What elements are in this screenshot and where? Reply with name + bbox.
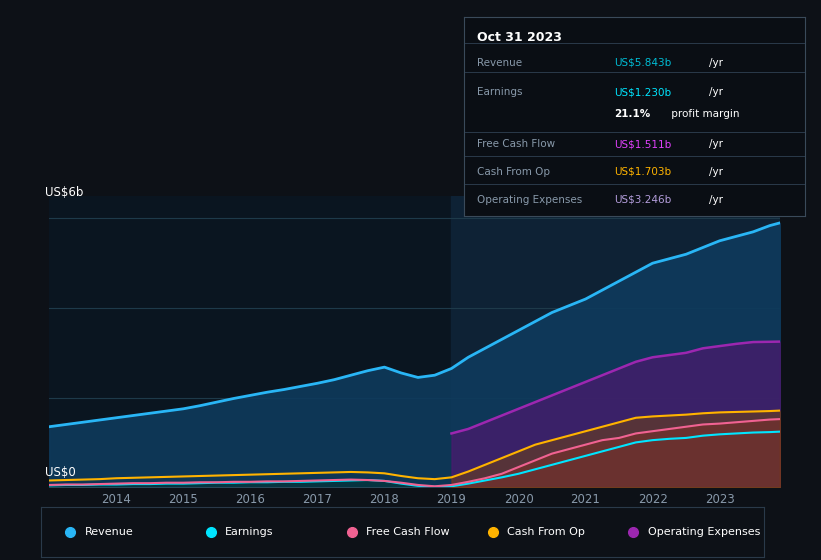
Text: Cash From Op: Cash From Op: [478, 167, 551, 177]
Text: Operating Expenses: Operating Expenses: [648, 527, 760, 537]
Text: Cash From Op: Cash From Op: [507, 527, 585, 537]
Text: US$1.230b: US$1.230b: [614, 87, 671, 97]
Text: 21.1%: 21.1%: [614, 109, 650, 119]
Text: Revenue: Revenue: [478, 58, 523, 68]
Text: Revenue: Revenue: [85, 527, 133, 537]
Text: /yr: /yr: [709, 58, 723, 68]
Text: US$1.511b: US$1.511b: [614, 139, 671, 149]
Text: US$6b: US$6b: [45, 186, 84, 199]
Text: US$0: US$0: [45, 466, 76, 479]
Text: /yr: /yr: [709, 195, 723, 205]
Text: /yr: /yr: [709, 87, 723, 97]
Text: US$3.246b: US$3.246b: [614, 195, 671, 205]
Text: Free Cash Flow: Free Cash Flow: [478, 139, 556, 149]
Text: Oct 31 2023: Oct 31 2023: [478, 31, 562, 44]
Text: Free Cash Flow: Free Cash Flow: [366, 527, 450, 537]
Bar: [49, 196, 452, 487]
Text: profit margin: profit margin: [668, 109, 740, 119]
Text: Earnings: Earnings: [478, 87, 523, 97]
Text: Earnings: Earnings: [225, 527, 273, 537]
Text: /yr: /yr: [709, 139, 723, 149]
Bar: [452, 196, 780, 487]
Text: /yr: /yr: [709, 167, 723, 177]
Text: US$1.703b: US$1.703b: [614, 167, 671, 177]
Text: US$5.843b: US$5.843b: [614, 58, 671, 68]
Text: Operating Expenses: Operating Expenses: [478, 195, 583, 205]
